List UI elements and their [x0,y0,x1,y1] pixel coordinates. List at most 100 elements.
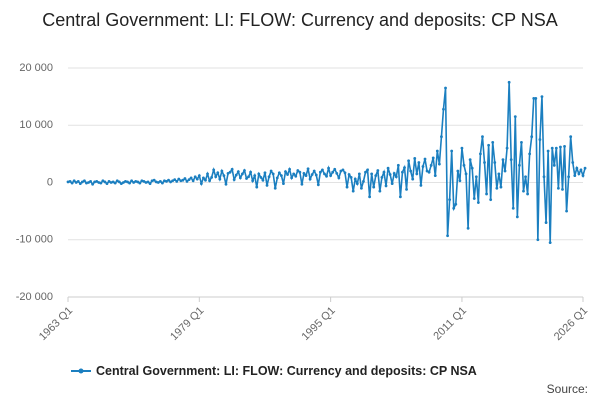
data-point [80,180,84,184]
data-point [121,181,125,184]
data-point [355,182,359,186]
data-point [89,179,92,183]
data-point [509,158,513,162]
data-point [423,157,427,161]
data-point [407,159,410,163]
data-point [481,135,484,139]
data-point [405,187,408,191]
data-point [74,181,78,184]
data-point [325,174,328,178]
data-point [425,169,429,173]
y-tick-label: 0 [47,176,53,188]
data-point [146,180,150,184]
data-point [466,226,470,230]
data-point [382,170,386,174]
legend-swatch [71,368,91,374]
chart-title: Central Government: LI: FLOW: Currency a… [42,10,558,30]
data-point [421,165,425,168]
data-point [156,181,160,184]
data-point [556,186,560,190]
data-point [507,80,511,84]
data-point [493,161,497,164]
data-point [189,176,193,180]
data-point [185,179,189,183]
data-point [261,178,265,182]
data-point [148,182,152,186]
data-point [413,157,417,160]
data-point [528,152,532,156]
data-point [444,86,447,90]
data-point [329,174,333,178]
data-point [132,181,136,184]
data-point [117,180,121,184]
data-point [368,195,372,199]
data-point [409,169,413,173]
data-point [271,172,275,176]
data-point [286,173,289,176]
data-point [304,174,308,178]
data-point [115,179,119,183]
data-point [193,175,197,179]
x-tick-label: 1995 Q1 [299,305,337,343]
data-point [520,141,523,144]
data-point [554,146,558,150]
data-point [76,179,80,183]
data-point [347,173,351,176]
data-point [497,172,501,176]
data-point [181,178,185,182]
data-point [567,175,571,179]
data-point [401,170,404,174]
data-point [581,174,585,178]
data-point [130,179,134,183]
data-point [419,183,423,187]
data-point [111,180,115,184]
data-point [323,172,326,176]
data-point [448,198,452,202]
data-point [388,173,392,176]
data-point [290,176,294,180]
data-point [503,169,507,173]
data-point [526,192,530,196]
y-tick-label: -20 000 [16,291,53,303]
data-point [249,170,253,174]
x-tick-label: 1979 Q1 [168,305,206,343]
data-point [152,178,156,182]
data-point [275,176,279,180]
data-point [259,175,263,179]
data-point [374,174,378,178]
data-point [298,170,302,174]
data-point [427,170,431,174]
data-point [173,178,177,182]
data-point [222,174,226,178]
data-point [579,168,583,172]
data-point [357,172,361,176]
data-point [243,169,246,172]
data-point [577,172,581,176]
data-point [499,185,503,189]
data-point [296,169,300,172]
data-point [462,163,466,167]
data-point [300,182,304,186]
data-point [126,180,129,184]
data-point [452,206,456,210]
data-point [167,178,170,182]
legend-label: Central Government: LI: FLOW: Currency a… [96,364,477,378]
data-point [534,96,538,100]
data-point [479,152,482,156]
data-point [335,171,339,175]
data-point [191,179,195,183]
data-point [183,177,187,180]
data-point [206,172,209,176]
data-point [68,179,72,183]
data-point [454,202,458,206]
data-point [456,169,460,173]
data-point [175,179,179,183]
data-point [464,172,468,176]
data-point [197,174,201,178]
data-point [292,172,296,176]
data-point [218,177,222,181]
data-point [306,167,310,171]
data-point [575,166,579,170]
data-point [403,166,406,170]
